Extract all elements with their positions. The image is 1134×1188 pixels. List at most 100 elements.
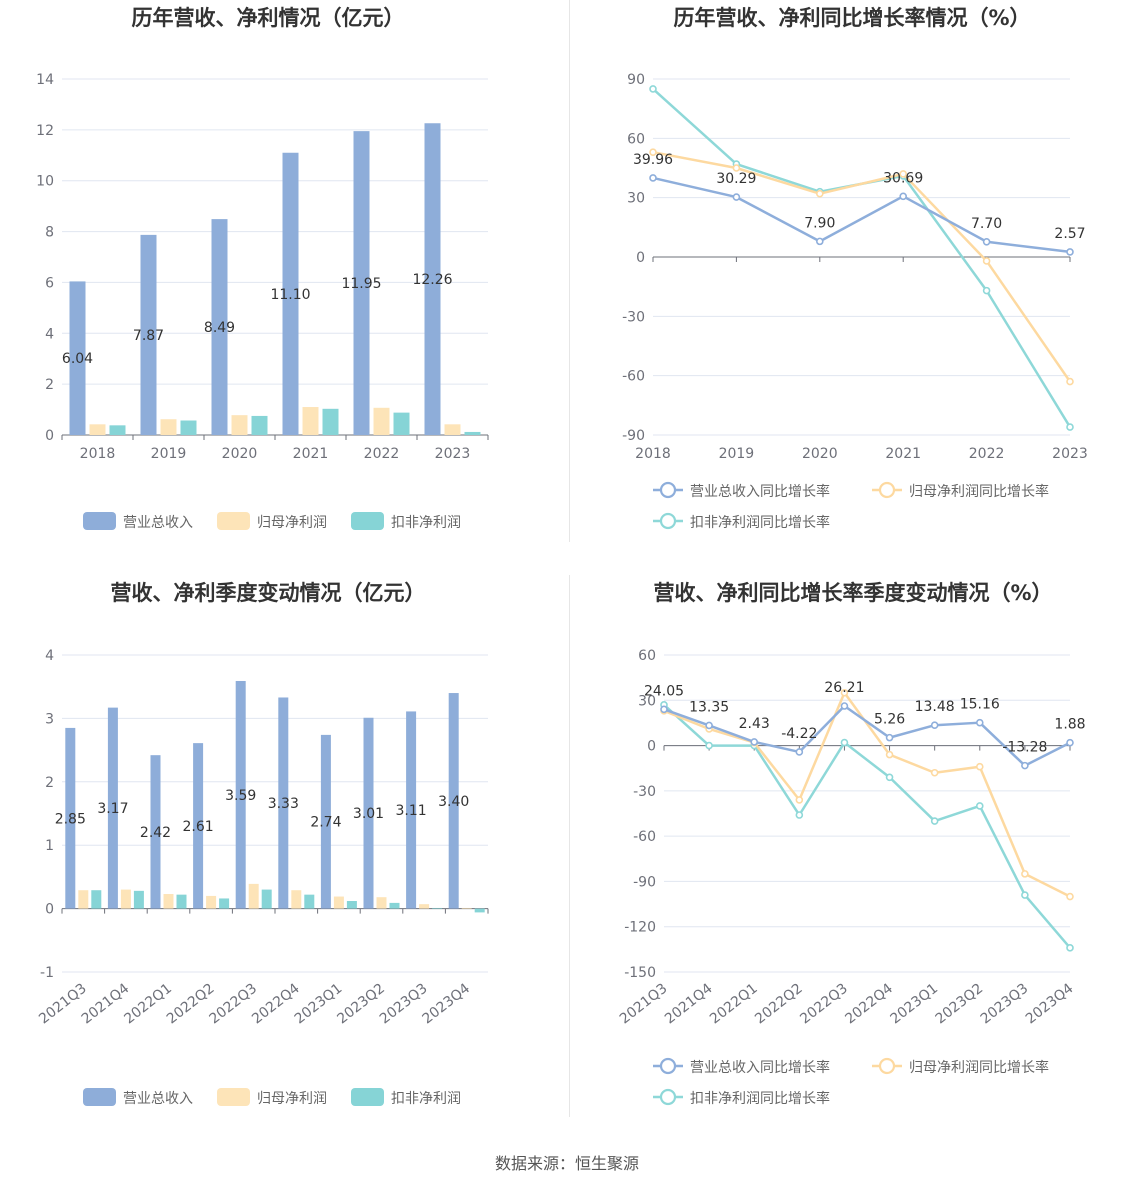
- legend-swatch-circle: [659, 512, 677, 530]
- annual-growth-rate-chart: 历年营收、净利同比增长率情况（%） -90 -60 -30 0 30 60 90 2018 201…: [567, 0, 1134, 560]
- line-point-2-3: [795, 811, 804, 819]
- line-point-0-5: [885, 733, 894, 742]
- line-point-0-5: [1066, 248, 1074, 256]
- line-point-1-3: [795, 796, 804, 804]
- bar-2-1-0: [78, 890, 89, 909]
- legend-swatch-circle: [659, 1057, 677, 1075]
- line-data-label: 7.70: [971, 216, 1002, 232]
- legend-swatch: [83, 512, 116, 530]
- bar-2-0-0: [65, 727, 76, 909]
- y-tick-label: 8: [45, 225, 54, 241]
- bar-0-2-5: [464, 431, 481, 435]
- bar-0-1-2: [231, 415, 248, 435]
- line-point-2-9: [1066, 944, 1074, 952]
- bar-0-0-4: [353, 131, 370, 435]
- bar-data-label: 3.01: [353, 806, 384, 822]
- y-tick-label: 10: [36, 174, 54, 190]
- x-tick-label: 2023Q2: [933, 981, 987, 1028]
- bar-data-label: 11.95: [341, 276, 381, 292]
- line-data-label: 5.26: [874, 712, 905, 728]
- line-point-0-2: [750, 738, 759, 746]
- line-point-0-0: [660, 705, 668, 714]
- line-data-label: 13.35: [689, 699, 729, 715]
- x-tick-label: 2022: [364, 446, 400, 462]
- line-point-1-2: [816, 189, 824, 198]
- x-tick-label: 2021Q3: [36, 981, 90, 1028]
- bar-0-0-1: [140, 234, 157, 435]
- line-point-1-5: [1066, 377, 1074, 386]
- line-point-0-2: [816, 237, 824, 246]
- y-tick-label: 6: [45, 275, 54, 291]
- divider-top: [569, 0, 570, 542]
- line-point-1-6: [930, 768, 939, 777]
- quarterly-revenue-profit-chart: 营收、净利季度变动情况（亿元） -1 0 1 2 3 4 2021Q3 2021Q4 2022Q1…: [0, 575, 567, 1135]
- x-tick-label: 2022Q1: [121, 981, 175, 1028]
- x-tick-label: 2023Q4: [420, 980, 474, 1027]
- x-tick-label: 2018: [635, 446, 671, 462]
- bar-2-1-1: [120, 889, 131, 909]
- x-tick-label: 2023Q3: [978, 981, 1032, 1028]
- bar-2-0-9: [448, 693, 459, 909]
- bar-2-1-8: [419, 904, 430, 909]
- x-tick-label: 2019: [719, 446, 755, 462]
- legend-label: 营业总收入: [123, 515, 193, 531]
- y-tick-label: -60: [622, 369, 645, 385]
- line-point-2-1: [705, 741, 713, 750]
- legend-swatch: [83, 1088, 116, 1106]
- series-line-2: [652, 87, 1072, 428]
- divider-bottom: [569, 575, 570, 1117]
- legend-label: 归母净利润: [257, 514, 327, 531]
- bar-data-label: 12.26: [412, 272, 452, 288]
- legend-swatch-circle: [878, 481, 896, 499]
- y-tick-label: -30: [633, 784, 656, 800]
- line-point-0-3: [899, 192, 908, 201]
- legend-swatch-circle: [659, 1088, 677, 1106]
- line-data-label: 2.57: [1054, 226, 1085, 242]
- chart-title: 历年营收、净利同比增长率情况（%）: [673, 6, 1030, 30]
- x-tick-label: 2023Q1: [292, 981, 346, 1028]
- legend-swatch: [351, 512, 384, 530]
- line-point-1-0: [649, 148, 657, 156]
- bar-2-0-1: [107, 707, 118, 909]
- bar-2-1-7: [376, 897, 387, 909]
- x-tick-label: 2022Q3: [797, 981, 851, 1028]
- x-tick-label: 2023: [435, 446, 471, 462]
- x-tick-label: 2020: [222, 446, 258, 462]
- bar-2-0-8: [406, 711, 417, 909]
- line-point-2-5: [1066, 423, 1074, 431]
- x-tick-label: 2022Q1: [707, 981, 761, 1028]
- bar-2-2-6: [346, 900, 357, 909]
- x-tick-label: 2022Q2: [752, 981, 806, 1028]
- bar-data-label: 3.11: [396, 803, 427, 819]
- series-line-0: [652, 176, 1071, 254]
- x-tick-label: 2020: [802, 446, 838, 462]
- y-tick-label: 0: [45, 428, 54, 444]
- bar-data-label: 3.40: [438, 794, 469, 810]
- quarterly-revenue-profit-svg: 营收、净利季度变动情况（亿元） -1 0 1 2 3 4 2021Q32021Q42022Q1…: [36, 581, 489, 1107]
- bar-2-0-5: [278, 697, 289, 909]
- y-tick-label: -90: [622, 428, 645, 444]
- bar-2-0-2: [150, 755, 161, 909]
- line-point-1-1: [732, 164, 741, 172]
- chart-title: 历年营收、净利情况（亿元）: [132, 6, 405, 30]
- y-tick-label: 0: [647, 739, 656, 755]
- y-tick-label: -60: [633, 829, 656, 845]
- x-tick-label: 2022Q4: [249, 980, 303, 1027]
- line-data-label: 39.96: [633, 152, 673, 168]
- bar-data-label: 8.49: [204, 320, 235, 336]
- legend-swatch-circle: [659, 481, 677, 499]
- annual-growth-rate-svg: 历年营收、净利同比增长率情况（%） -90 -60 -30 0 30 60 90 2018 201…: [622, 6, 1088, 531]
- line-data-label: 30.29: [716, 171, 756, 187]
- bar-0-1-4: [373, 407, 390, 435]
- x-tick-label: 2019: [151, 446, 187, 462]
- line-point-1-9: [1066, 892, 1074, 901]
- line-point-1-4: [982, 257, 991, 265]
- legend-swatch: [217, 1088, 250, 1106]
- chart-title: 营收、净利季度变动情况（亿元）: [111, 581, 426, 605]
- line-point-0-1: [705, 721, 713, 730]
- bar-data-label: 2.74: [310, 815, 341, 831]
- line-point-0-8: [1021, 761, 1029, 770]
- line-point-1-8: [1021, 870, 1029, 878]
- line-point-0-0: [649, 174, 657, 182]
- bar-2-1-5: [291, 890, 302, 909]
